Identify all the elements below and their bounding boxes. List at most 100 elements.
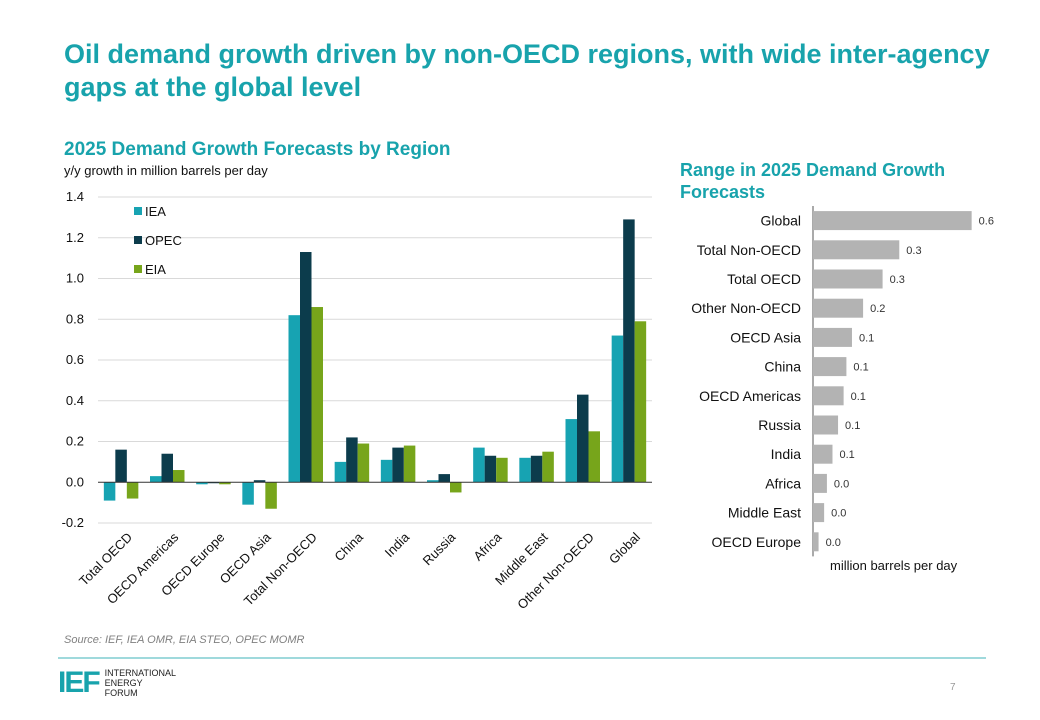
main-chart-title: 2025 Demand Growth Forecasts by Region — [64, 139, 451, 160]
bar-opec — [530, 455, 543, 483]
page-title: Oil demand growth driven by non-OECD reg… — [64, 39, 990, 102]
legend-label: IEA — [145, 204, 166, 219]
range-category-label: Africa — [765, 475, 801, 491]
range-category-label: Russia — [758, 417, 801, 433]
logo-line: FORUM — [104, 688, 138, 698]
bar-iea — [196, 482, 208, 485]
bar-iea — [519, 457, 531, 483]
range-bar — [813, 269, 883, 289]
bar-opec — [577, 394, 589, 483]
legend-swatch — [134, 207, 142, 215]
range-value-label: 0.1 — [851, 391, 866, 403]
logo-line: ENERGY — [104, 678, 143, 688]
y-tick-label: 0.2 — [66, 434, 84, 449]
bar-iea — [565, 419, 577, 483]
legend-swatch — [134, 236, 142, 244]
bar-eia — [265, 482, 277, 509]
range-bar — [813, 298, 864, 318]
range-category-label: OECD Americas — [699, 388, 801, 404]
bar-opec — [161, 453, 173, 483]
footer-divider — [58, 657, 986, 659]
bar-iea — [103, 482, 116, 501]
range-category-label: Global — [761, 213, 801, 229]
range-value-label: 0.3 — [906, 245, 921, 257]
range-bar — [813, 503, 825, 523]
range-value-label: 0.6 — [979, 216, 994, 228]
bar-opec — [346, 437, 358, 483]
range-value-label: 0.3 — [890, 274, 905, 286]
bar-opec — [115, 449, 127, 483]
range-value-label: 0.1 — [859, 332, 874, 344]
range-value-label: 0.1 — [845, 420, 860, 432]
bar-eia — [588, 431, 600, 483]
range-bar — [813, 327, 852, 347]
range-chart: Global 0.6 Total Non-OECD 0.3 Total OECD 0.3 O… — [691, 206, 994, 557]
range-value-label: 0.0 — [834, 478, 849, 490]
bar-iea — [288, 315, 300, 483]
range-chart-unit: million barrels per day — [830, 558, 958, 573]
range-chart-title: Range in 2025 Demand Growth Forecasts — [680, 160, 946, 202]
y-tick-label: 0.6 — [66, 352, 84, 367]
range-bar — [813, 532, 819, 552]
y-tick-label: 0.0 — [66, 474, 84, 489]
range-value-label: 0.1 — [853, 362, 868, 374]
bar-opec — [484, 455, 497, 483]
range-value-label: 0.0 — [826, 537, 841, 549]
range-category-label: Middle East — [728, 505, 801, 521]
ief-logo: IEF INTERNATIONAL ENERGY FORUM — [58, 666, 176, 699]
range-category-label: Total OECD — [727, 271, 801, 287]
y-tick-label: 0.4 — [66, 393, 84, 408]
bar-iea — [242, 482, 254, 505]
bar-eia — [496, 457, 508, 483]
bar-opec — [253, 480, 266, 483]
range-value-label: 0.2 — [870, 303, 885, 315]
bar-opec — [438, 474, 450, 483]
bar-opec — [392, 447, 404, 483]
bar-eia — [126, 482, 139, 499]
source-note: Source: IEF, IEA OMR, EIA STEO, OPEC MOM… — [64, 634, 305, 646]
range-bar — [813, 357, 847, 377]
y-tick-label: -0.2 — [62, 515, 84, 530]
logo-text: INTERNATIONAL ENERGY FORUM — [105, 668, 176, 698]
bar-eia — [450, 482, 462, 493]
range-category-label: Total Non-OECD — [697, 242, 801, 258]
bar-iea — [150, 476, 162, 483]
bar-iea — [611, 335, 624, 483]
bar-eia — [634, 321, 647, 483]
range-category-label: OECD Asia — [730, 329, 801, 345]
bar-eia — [219, 482, 231, 485]
bar-eia — [357, 443, 370, 483]
bar-iea — [380, 459, 393, 483]
bar-iea — [473, 447, 485, 483]
range-value-label: 0.0 — [831, 508, 846, 520]
logo-mark: IEF — [58, 666, 101, 699]
y-tick-label: 1.0 — [66, 271, 84, 286]
y-tick-label: 1.4 — [66, 189, 84, 204]
bar-opec — [300, 252, 312, 483]
range-bar — [813, 415, 839, 435]
bar-opec — [623, 219, 635, 483]
page-number: 7 — [950, 682, 956, 693]
main-chart-ylabel: y/y growth in million barrels per day — [64, 163, 268, 178]
range-category-label: OECD Europe — [712, 534, 802, 550]
range-bar — [813, 240, 900, 260]
y-tick-label: 0.8 — [66, 311, 84, 326]
range-bar — [813, 211, 972, 231]
range-category-label: India — [771, 446, 802, 462]
legend-swatch — [134, 265, 142, 273]
bar-eia — [403, 445, 416, 483]
range-bar — [813, 473, 827, 493]
legend-label: EIA — [145, 262, 166, 277]
logo-line: INTERNATIONAL — [104, 668, 177, 678]
bar-iea — [427, 480, 439, 483]
range-category-label: Other Non-OECD — [691, 300, 801, 316]
range-bar — [813, 444, 833, 464]
legend-label: OPEC — [145, 233, 182, 248]
bar-eia — [173, 470, 185, 483]
y-tick-label: 1.2 — [66, 230, 84, 245]
range-category-label: China — [764, 359, 801, 375]
range-bar — [813, 386, 844, 406]
bar-iea — [334, 461, 347, 483]
bar-eia — [311, 307, 323, 483]
